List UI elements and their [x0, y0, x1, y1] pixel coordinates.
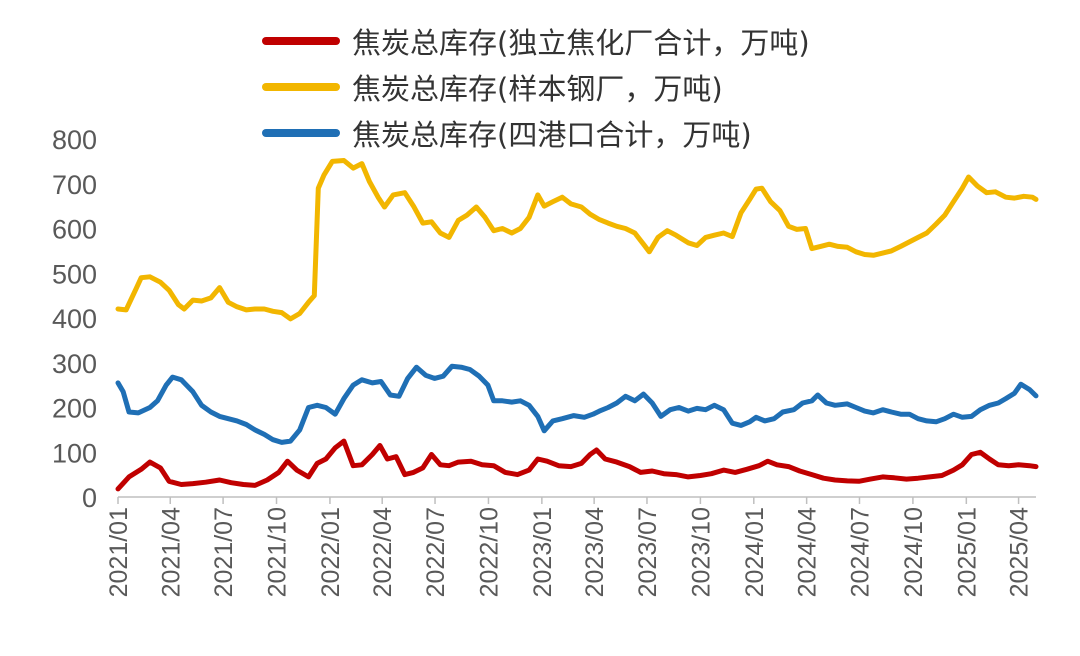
y-tick-label: 100 — [52, 438, 97, 468]
x-tick-label: 2025/01 — [953, 507, 981, 597]
y-tick-label: 400 — [52, 304, 97, 334]
y-tick-label: 0 — [82, 483, 97, 513]
legend-swatch-blue — [262, 129, 340, 137]
y-axis: 0 100 200 300 400 500 600 700 800 — [52, 125, 97, 513]
x-tick-label: 2022/04 — [369, 507, 397, 597]
y-tick-label: 500 — [52, 259, 97, 289]
x-tick-label: 2021/04 — [157, 507, 185, 597]
legend-item-sample-steel-mills: 焦炭总库存(样本钢厂，万吨) — [262, 64, 810, 110]
legend-label: 焦炭总库存(样本钢厂，万吨) — [352, 72, 723, 106]
x-axis: 2021/01 2021/04 2021/07 2021/10 2022/01 2022/… — [105, 496, 1036, 597]
x-tick-label: 2023/04 — [581, 507, 609, 597]
x-tick-label: 2022/01 — [317, 507, 345, 597]
y-tick-label: 300 — [52, 349, 97, 379]
x-tick-label: 2024/07 — [846, 507, 874, 597]
legend-swatch-red — [262, 37, 340, 45]
legend-item-independent-cokers: 焦炭总库存(独立焦化厂合计，万吨) — [262, 18, 810, 64]
series-line-1 — [115, 158, 1039, 322]
x-tick-label: 2022/07 — [422, 507, 450, 597]
y-tick-label: 800 — [52, 125, 97, 155]
series-line-0 — [115, 438, 1039, 492]
x-tick-label: 2023/07 — [634, 507, 662, 597]
x-tick-label: 2025/04 — [1006, 507, 1034, 597]
legend-swatch-yellow — [262, 83, 340, 91]
x-tick-label: 2021/01 — [105, 507, 133, 597]
series-layer — [115, 158, 1039, 492]
x-tick-label: 2024/01 — [741, 507, 769, 597]
y-tick-label: 700 — [52, 170, 97, 200]
x-tick-label: 2024/10 — [900, 507, 928, 597]
x-tick-label: 2023/10 — [687, 507, 715, 597]
x-tick-label: 2022/10 — [475, 507, 503, 597]
chart-legend: 焦炭总库存(独立焦化厂合计，万吨) 焦炭总库存(样本钢厂，万吨) 焦炭总库存(四… — [262, 18, 810, 156]
x-tick-label: 2021/10 — [264, 507, 292, 597]
legend-label: 焦炭总库存(独立焦化厂合计，万吨) — [352, 26, 810, 60]
legend-label: 焦炭总库存(四港口合计，万吨) — [352, 118, 752, 152]
x-tick-label: 2023/01 — [529, 507, 557, 597]
legend-item-four-ports: 焦炭总库存(四港口合计，万吨) — [262, 110, 810, 156]
x-tick-label: 2021/07 — [210, 507, 238, 597]
y-tick-label: 600 — [52, 215, 97, 245]
y-tick-label: 200 — [52, 394, 97, 424]
x-tick-label: 2024/04 — [794, 507, 822, 597]
series-line-2 — [115, 363, 1039, 445]
